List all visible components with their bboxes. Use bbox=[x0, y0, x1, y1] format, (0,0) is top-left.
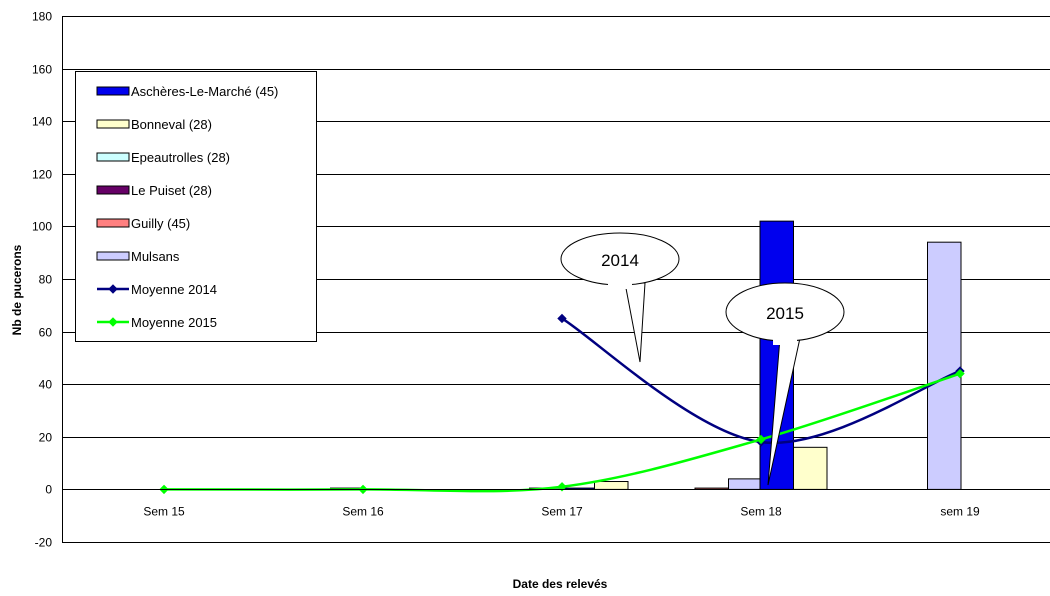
legend-box bbox=[75, 71, 317, 342]
y-tick-label: 140 bbox=[32, 115, 52, 129]
legend-label: Moyenne 2015 bbox=[131, 315, 217, 330]
x-tick-label: Sem 16 bbox=[342, 504, 384, 518]
y-tick-label: 60 bbox=[39, 326, 53, 340]
y-tick-label: -20 bbox=[35, 536, 53, 550]
bar bbox=[793, 446, 828, 490]
x-axis-title: Date des relevés bbox=[513, 577, 608, 591]
marker bbox=[557, 313, 567, 324]
y-tick-label: 120 bbox=[32, 168, 52, 182]
legend-label: Mulsans bbox=[131, 249, 180, 264]
callout-joint bbox=[773, 335, 797, 345]
y-tick-labels: -20 0 20 40 60 80 100 120 140 160 180 bbox=[32, 10, 52, 550]
legend: Aschères-Le-Marché (45) Bonneval (28) Epea… bbox=[75, 71, 317, 342]
series-line bbox=[163, 372, 961, 493]
y-tick-label: 0 bbox=[45, 483, 52, 497]
y-tick-label: 100 bbox=[32, 220, 52, 234]
legend-swatch bbox=[96, 86, 130, 96]
callouts: 2014 2015 bbox=[560, 232, 845, 486]
y-tick-label: 160 bbox=[32, 63, 52, 77]
marker bbox=[756, 434, 766, 445]
legend-swatch bbox=[96, 185, 130, 195]
x-tick-labels: Sem 15 Sem 16 Sem 17 Sem 18 sem 19 bbox=[143, 504, 980, 518]
x-tick-label: sem 19 bbox=[940, 504, 980, 518]
x-tick-label: Sem 17 bbox=[541, 504, 583, 518]
y-tick-label: 80 bbox=[39, 273, 53, 287]
legend-label: Moyenne 2014 bbox=[131, 282, 217, 297]
legend-swatch bbox=[96, 218, 130, 228]
y-axis-title: Nb de pucerons bbox=[10, 244, 24, 335]
bars bbox=[330, 220, 962, 490]
legend-swatch bbox=[96, 119, 130, 129]
axes bbox=[62, 16, 1050, 542]
marker bbox=[557, 482, 567, 492]
marker bbox=[955, 368, 965, 379]
bar bbox=[728, 478, 763, 490]
callout-label: 2014 bbox=[601, 251, 639, 270]
marker bbox=[108, 284, 118, 294]
legend-label: Guilly (45) bbox=[131, 216, 190, 231]
marker bbox=[108, 317, 118, 327]
legend-swatch bbox=[96, 152, 130, 162]
legend-swatch bbox=[96, 251, 130, 261]
y-tick-label: 40 bbox=[39, 378, 53, 392]
y-tick-label: 20 bbox=[39, 431, 53, 445]
bar bbox=[927, 241, 962, 490]
legend-label: Aschères-Le-Marché (45) bbox=[131, 84, 278, 99]
callout-label: 2015 bbox=[766, 304, 804, 323]
x-tick-label: Sem 18 bbox=[740, 504, 782, 518]
x-tick-label: Sem 15 bbox=[143, 504, 185, 518]
callout-tail bbox=[624, 282, 646, 363]
legend-label: Bonneval (28) bbox=[131, 117, 212, 132]
legend-label: Le Puiset (28) bbox=[131, 183, 212, 198]
legend-label: Epeautrolles (28) bbox=[131, 150, 230, 165]
bar bbox=[594, 481, 629, 490]
y-tick-label: 180 bbox=[32, 10, 52, 24]
callout-joint bbox=[608, 279, 632, 289]
